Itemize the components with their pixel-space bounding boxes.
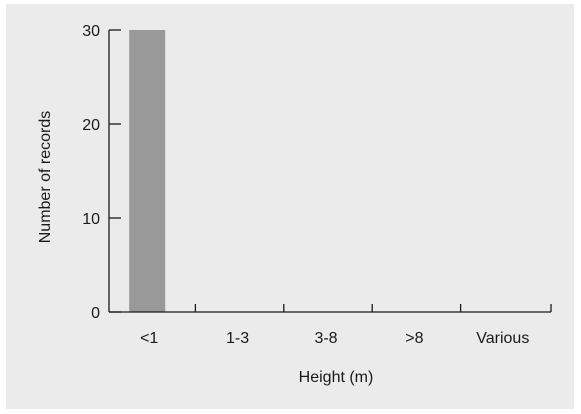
- y-tick-label-3: 30: [82, 23, 100, 40]
- chart-panel: 0 10 20 30 <1 1-3 3-8 >8 Various Height (m) Numb…: [6, 4, 574, 409]
- y-axis-title: Number of records: [37, 111, 54, 244]
- y-tick-label-0: 0: [91, 305, 100, 322]
- x-tick-label-4: Various: [476, 330, 529, 347]
- bar-chart: 0 10 20 30 <1 1-3 3-8 >8 Various Height (m) Numb…: [6, 4, 574, 409]
- y-tick-label-1: 10: [82, 211, 100, 228]
- plot-area: 0 10 20 30 <1 1-3 3-8 >8 Various: [82, 23, 551, 347]
- x-axis-title: Height (m): [299, 369, 374, 386]
- x-tick-label-1: 1-3: [226, 330, 249, 347]
- x-tick-label-3: >8: [405, 330, 423, 347]
- x-tick-label-0: <1: [140, 330, 158, 347]
- y-tick-label-2: 20: [82, 117, 100, 134]
- x-tick-label-2: 3-8: [314, 330, 337, 347]
- bar-0: [129, 30, 165, 312]
